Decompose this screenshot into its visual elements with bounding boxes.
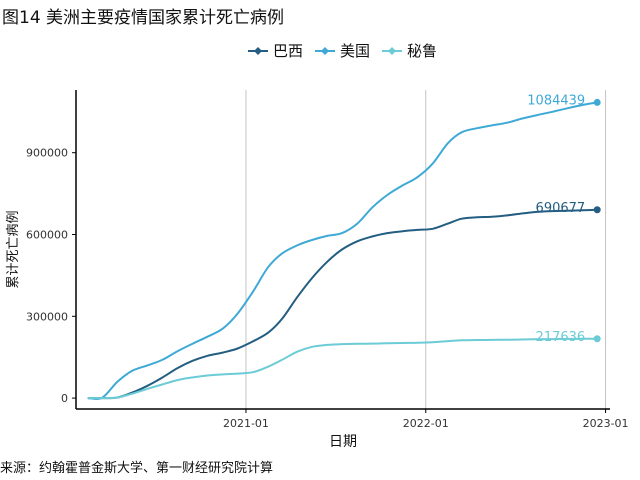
legend-label-usa: 美国 <box>340 42 371 60</box>
series-end-point-brazil <box>593 206 601 214</box>
end-value-label-brazil: 690677 <box>536 201 586 216</box>
series-end-point-peru <box>593 335 601 343</box>
legend-swatch-peru <box>382 46 403 55</box>
legend-item-brazil: 巴西 <box>248 40 303 61</box>
end-value-label-usa: 1084439 <box>527 93 585 108</box>
y-axis-label: 累计死亡病例 <box>6 210 21 288</box>
legend-item-usa: 美国 <box>315 40 370 61</box>
legend-label-brazil: 巴西 <box>273 42 304 60</box>
source-note: 来源：约翰霍普金斯大学、第一财经研究院计算 <box>0 461 274 476</box>
chart-title: 图14 美洲主要疫情国家累计死亡病例 <box>2 8 285 28</box>
legend: 巴西 美国 秘鲁 <box>248 40 449 61</box>
y-tick-label-0: 0 <box>61 392 68 405</box>
x-tick-label-2: 2023-01 <box>583 417 629 430</box>
series-line-peru <box>87 337 598 400</box>
x-tick-label-1: 2022-01 <box>403 417 449 430</box>
series-line-brazil <box>87 208 598 400</box>
legend-label-peru: 秘鲁 <box>407 42 438 60</box>
y-tick-label-2: 600000 <box>26 229 68 242</box>
end-value-label-peru: 217636 <box>536 330 586 345</box>
series-end-point-usa <box>593 98 601 106</box>
legend-item-peru: 秘鲁 <box>382 40 437 61</box>
y-tick-label-3: 900000 <box>26 147 68 160</box>
x-axis-label: 日期 <box>329 434 357 450</box>
legend-swatch-usa <box>315 46 336 55</box>
series-line-usa <box>87 101 598 401</box>
x-tick-label-0: 2021-01 <box>223 417 269 430</box>
legend-swatch-brazil <box>248 46 268 55</box>
y-tick-label-1: 300000 <box>26 310 68 323</box>
